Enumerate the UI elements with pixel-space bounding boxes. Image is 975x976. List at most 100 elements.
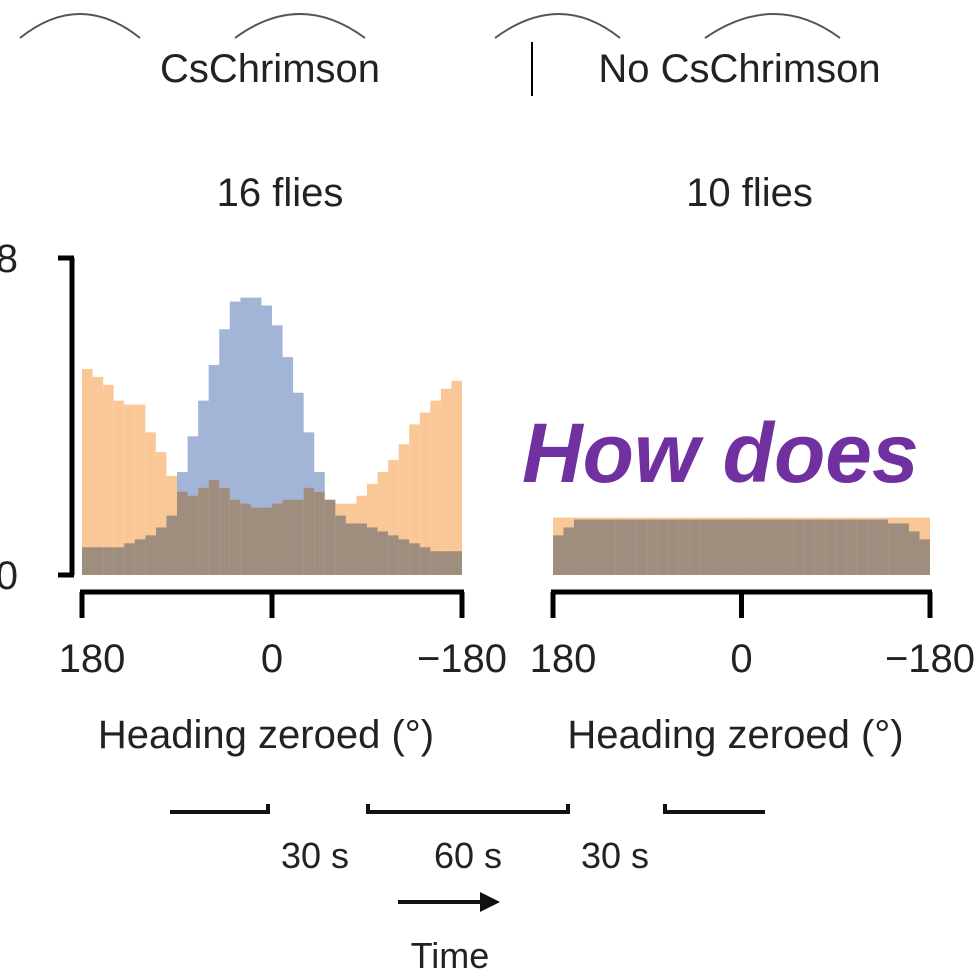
histogram-bar (388, 535, 399, 575)
y-tick-label: 0 (0, 554, 18, 598)
histogram-bar (909, 531, 920, 575)
timeline-segment (366, 804, 570, 814)
histogram-bar (145, 432, 156, 575)
duration-label: 30 s (581, 835, 649, 876)
histogram-bar (198, 400, 209, 575)
fly-illustrations (19, 13, 841, 39)
histogram-bar (825, 519, 836, 575)
histogram-bar (377, 531, 389, 575)
histogram-bar (573, 519, 585, 575)
histogram-bar (272, 325, 283, 575)
x-tick-label: 180 (59, 637, 126, 681)
histogram-bar (919, 539, 930, 575)
histogram-bar (553, 535, 564, 575)
histogram-bar (419, 412, 431, 575)
histogram-bar (398, 444, 410, 575)
histogram-bar (430, 400, 441, 575)
histogram-bar (689, 519, 700, 575)
histogram-bar (134, 539, 146, 575)
histogram-bar (699, 519, 711, 575)
histogram-bar (419, 547, 431, 575)
histogram-bar (605, 519, 616, 575)
x-tick-label: 0 (730, 637, 752, 681)
histogram-bar (124, 543, 135, 575)
histogram-bar (367, 527, 378, 575)
panel-title: CsChrimson (160, 47, 380, 91)
histogram-bar (240, 297, 251, 575)
histogram-bar (134, 404, 146, 575)
histogram-bar (594, 519, 606, 575)
histogram-bar (92, 376, 104, 575)
histogram-bar (356, 523, 367, 575)
fly-arena (494, 13, 621, 39)
histogram-bar (793, 519, 805, 575)
histogram-bar (166, 515, 177, 575)
histogram-bar (335, 515, 346, 575)
histogram-bar (229, 301, 241, 575)
x-axis-label: Heading zeroed (°) (98, 713, 434, 757)
histogram-bar (145, 535, 156, 575)
histogram-bar (345, 523, 357, 575)
histogram-bar (155, 527, 167, 575)
histogram-bar (82, 368, 93, 575)
histogram-bar (103, 384, 114, 575)
histogram-panel: No CsChrimson 10 flies Heading zeroed (°) 1… (530, 47, 975, 757)
histogram-bar (636, 519, 648, 575)
histogram-bar (615, 519, 627, 575)
histogram-bar (208, 364, 220, 575)
histogram-bar (92, 547, 104, 575)
histogram-bar (377, 471, 389, 575)
histogram-bar (814, 519, 826, 575)
histogram-bar (877, 519, 889, 575)
histogram-bar (388, 460, 399, 575)
histogram-bar (187, 436, 199, 575)
histogram-bar (219, 329, 230, 575)
histogram-bar (888, 523, 899, 575)
histogram-bar (398, 539, 410, 575)
fly-arena (704, 13, 841, 39)
histogram-bar (867, 519, 878, 575)
histogram-bar (626, 519, 637, 575)
histogram-bar (804, 519, 815, 575)
timeline (170, 804, 765, 912)
histogram-bar (177, 471, 188, 575)
x-axis-label: Heading zeroed (°) (567, 713, 903, 757)
timeline-segment (170, 804, 270, 814)
time-arrow-head (480, 892, 500, 912)
histogram-bar (678, 519, 690, 575)
histogram-bar (835, 519, 847, 575)
fly-arena (234, 13, 366, 39)
histogram-bar (409, 424, 420, 575)
histogram-bar (741, 519, 752, 575)
histogram-bar (720, 519, 732, 575)
histogram-bar (731, 519, 742, 575)
histogram-bar (710, 519, 721, 575)
histogram-bar (451, 380, 462, 575)
histogram-bar (82, 547, 93, 575)
histogram-bar (155, 452, 167, 575)
histogram-panel: CsChrimson 16 flies Heading zeroed (°) 180 0… (0, 47, 507, 757)
x-tick-label: 180 (530, 637, 597, 681)
histogram-bar (846, 519, 857, 575)
histogram-bar (783, 519, 794, 575)
histogram-bar (293, 392, 304, 575)
panel-subtitle: 16 flies (217, 171, 344, 215)
histogram-bar (314, 471, 325, 575)
x-tick-label: −180 (417, 637, 507, 681)
histogram-bar (409, 543, 420, 575)
histogram-bar (668, 519, 679, 575)
timeline-segment (663, 804, 765, 814)
histogram-bar (261, 305, 272, 575)
histogram-bar (430, 551, 441, 575)
histogram-bar (282, 357, 294, 575)
histogram-bar (751, 519, 763, 575)
histogram-bar (647, 519, 658, 575)
histogram-bar (124, 404, 135, 575)
histogram-bar (440, 551, 452, 575)
duration-label: 60 s (434, 835, 502, 876)
histogram-bar (440, 388, 452, 575)
histogram-bar (451, 551, 462, 575)
histogram-bar (113, 547, 125, 575)
histogram-bar (103, 547, 114, 575)
